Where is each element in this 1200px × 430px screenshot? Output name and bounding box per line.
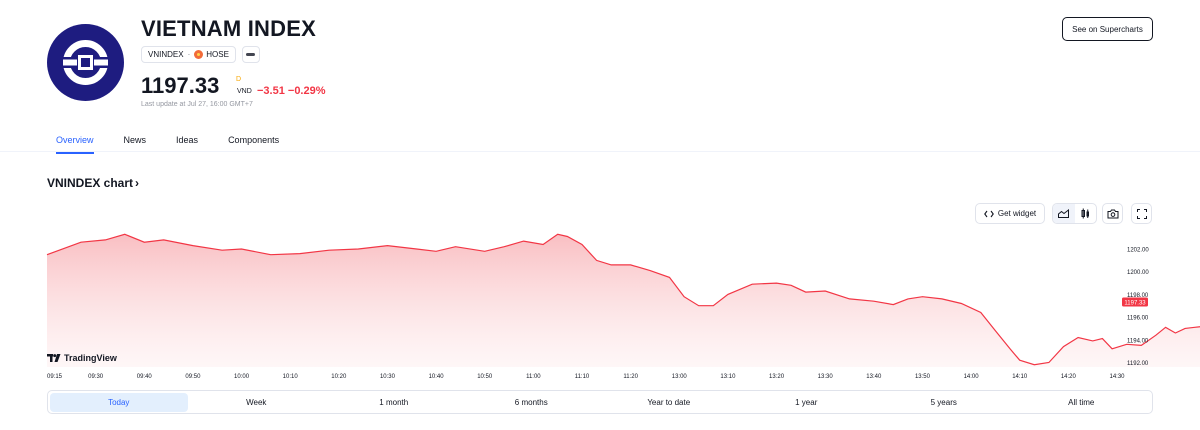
tradingview-logo-icon [47,354,61,362]
period-today[interactable]: Today [50,392,188,412]
period-1-month[interactable]: 1 month [379,397,409,407]
symbol-label: VNINDEX [148,50,184,59]
candles-icon [1081,208,1089,219]
chart-type-switch [1052,203,1097,224]
y-tick-label: 1196.00 [1127,316,1149,322]
page-title: VIETNAM INDEX [141,16,316,41]
chart-heading-text: VNINDEX chart [47,176,134,190]
camera-icon [1107,209,1118,218]
tab-components[interactable]: Components [228,135,280,145]
current-price: 1197.33 [141,73,220,98]
tradingview-brand[interactable]: TradingView [47,353,117,363]
x-tick-label: 13:20 [769,374,785,380]
code-icon [983,210,994,217]
x-tick-label: 14:00 [964,374,980,380]
x-tick-label: 14:30 [1109,374,1125,380]
tab-ideas[interactable]: Ideas [176,135,199,145]
x-tick-label: 10:00 [234,374,250,380]
period-year-to-date[interactable]: Year to date [647,397,691,407]
price-area-chart[interactable]: 1202.00 1200.00 1198.00 1196.00 1194.00 1192.… [0,226,1200,384]
x-axis: 09:15 09:30 09:40 09:50 10:00 10:10 10:20 10:30… [47,374,1125,380]
period-all-time[interactable]: All time [1068,397,1095,407]
period-selector: Today Week 1 month 6 months Year to date… [47,390,1153,414]
get-widget-label: Get widget [997,209,1037,218]
last-price-badge [1122,297,1148,307]
period-6-months[interactable]: 6 months [514,397,548,407]
x-tick-label: 13:40 [866,374,882,380]
y-tick-label: 1202.00 [1127,248,1149,254]
exchange-flag-icon [194,50,204,59]
tab-news[interactable]: News [123,135,147,145]
x-tick-label: 09:40 [137,374,153,380]
x-tick-label: 13:50 [915,374,931,380]
x-tick-label: 13:30 [818,374,834,380]
x-tick-label: 09:50 [185,374,201,380]
index-logo [47,24,124,101]
area-chart-toggle[interactable] [1053,204,1075,223]
x-tick-label: 10:50 [477,374,493,380]
y-tick-label: 1200.00 [1127,270,1149,276]
x-tick-label: 10:40 [429,374,445,380]
chevron-right-icon: › [135,176,140,190]
y-tick-label: 1198.00 [1127,293,1149,299]
x-tick-label: 14:10 [1012,374,1028,380]
x-tick-label: 09:15 [47,374,63,380]
exchange-label: HOSE [206,50,229,59]
get-widget-button[interactable]: Get widget [975,203,1045,224]
price-line [46,233,1200,366]
currency-label: VND [237,88,252,95]
last-price-text: 1197.33 [1124,300,1146,306]
last-price-label: 1197.33 [1122,297,1148,307]
area-chart-icon [1058,209,1070,218]
tabs-divider [0,151,1200,152]
fullscreen-button[interactable] [1131,203,1152,224]
vnindex-logo-icon [61,40,110,85]
symbol-chip[interactable]: VNINDEX · HOSE [141,46,236,63]
symbol-chips: VNINDEX · HOSE [141,46,260,63]
x-tick-label: 14:20 [1061,374,1077,380]
x-tick-label: 09:30 [88,374,104,380]
fullscreen-icon [1136,208,1147,219]
more-icon [246,53,256,56]
x-tick-label: 13:00 [672,374,688,380]
tab-overview[interactable]: Overview [56,135,94,154]
price-area-fill [47,234,1200,367]
y-tick-label: 1194.00 [1127,338,1149,344]
tradingview-label: TradingView [64,353,117,363]
period-week[interactable]: Week [246,397,267,407]
period-5-years[interactable]: 5 years [930,397,957,407]
period-1-year[interactable]: 1 year [795,397,818,407]
x-tick-label: 10:30 [380,374,396,380]
separator-dot: · [187,50,191,59]
y-tick-label: 1192.00 [1127,361,1149,367]
snapshot-button[interactable] [1102,203,1123,224]
x-tick-label: 11:00 [526,374,541,380]
x-tick-label: 10:20 [331,374,347,380]
x-tick-label: 11:20 [623,374,638,380]
price-change: −3.51 −0.29% [257,85,326,97]
chart-heading-link[interactable]: VNINDEX chart › [47,176,139,190]
x-tick-label: 13:10 [720,374,736,380]
page-tabs: Overview News Ideas Components [56,135,309,154]
see-on-supercharts-button[interactable]: See on Supercharts [1062,17,1153,41]
more-options-button[interactable] [241,46,260,63]
price-delay-marker: D [236,76,242,83]
last-update-text: Last update at Jul 27, 16:00 GMT+7 [141,101,253,108]
candle-chart-toggle[interactable] [1075,204,1097,223]
y-axis: 1202.00 1200.00 1198.00 1196.00 1194.00 1192.… [1127,248,1149,367]
x-tick-label: 10:10 [283,374,299,380]
x-tick-label: 11:10 [575,374,590,380]
